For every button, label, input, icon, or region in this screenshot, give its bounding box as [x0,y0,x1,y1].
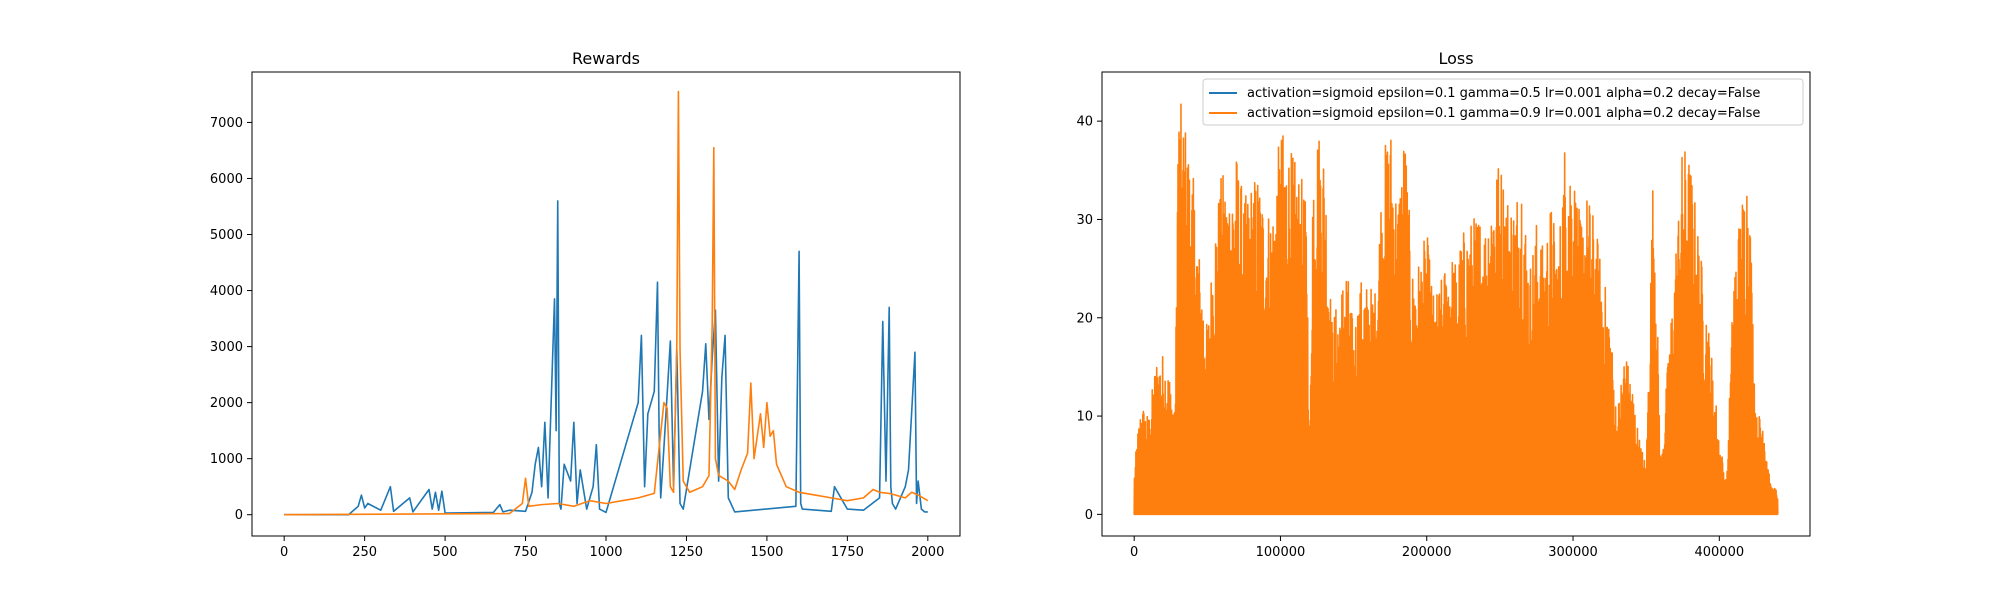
loss-xtick-label: 400000 [1694,545,1744,560]
rewards-xtick-label: 2000 [911,545,944,560]
legend-label-series-2: activation=sigmoid epsilon=0.1 gamma=0.9… [1247,106,1760,121]
loss-ytick-label: 20 [1076,311,1093,326]
loss-series-2-line [1133,103,1779,516]
loss-ytick-label: 30 [1076,213,1093,228]
rewards-ytick-label: 7000 [210,116,243,131]
rewards-xtick-label: 250 [352,545,377,560]
rewards-series-2-line [284,90,929,516]
rewards-xtick-label: 500 [433,545,458,560]
rewards-ytick-label: 2000 [210,396,243,411]
rewards-axes-frame [251,71,961,537]
loss-xtick-label: 0 [1130,545,1138,560]
loss-xtick-label: 100000 [1256,545,1306,560]
rewards-ticks: 0 250 500 750 1000 1250 1500 1750 2000 0 1000 2000 3… [210,116,944,560]
loss-xtick-label: 200000 [1402,545,1452,560]
loss-ytick-label: 0 [1085,508,1093,523]
rewards-axes: Rewards 0 250 500 750 1000 1250 1500 1750 2000 0 1… [210,49,961,560]
loss-ytick-label: 10 [1076,410,1093,425]
loss-plot-area [1133,103,1779,516]
rewards-xtick-label: 1250 [670,545,703,560]
loss-title: Loss [1438,49,1473,68]
loss-axes-frame [1101,71,1811,537]
legend-label-series-1: activation=sigmoid epsilon=0.1 gamma=0.5… [1247,86,1760,101]
loss-ytick-label: 40 [1076,115,1093,130]
loss-ticks: 0 100000 200000 300000 400000 0 10 20 30 40 [1076,115,1744,560]
rewards-series-1-line [284,200,928,516]
loss-axes: Loss 0 100000 200000 300000 400000010203040 … [1076,49,1811,560]
rewards-xtick-label: 750 [513,545,538,560]
loss-legend: activation=sigmoid epsilon=0.1 gamma=0.5… [1202,78,1804,126]
rewards-ytick-label: 1000 [210,452,243,467]
rewards-plot-area [284,90,929,516]
legend-box [1202,78,1804,126]
rewards-ytick-label: 5000 [210,228,243,243]
rewards-ytick-label: 0 [235,508,243,523]
rewards-xtick-label: 1750 [831,545,864,560]
loss-xtick-label: 300000 [1548,545,1598,560]
rewards-title: Rewards [572,49,640,68]
rewards-ytick-label: 6000 [210,172,243,187]
rewards-xtick-label: 1000 [589,545,622,560]
rewards-xtick-label: 0 [280,545,288,560]
rewards-ytick-label: 3000 [210,340,243,355]
rewards-ytick-label: 4000 [210,284,243,299]
rewards-xtick-label: 1500 [750,545,783,560]
